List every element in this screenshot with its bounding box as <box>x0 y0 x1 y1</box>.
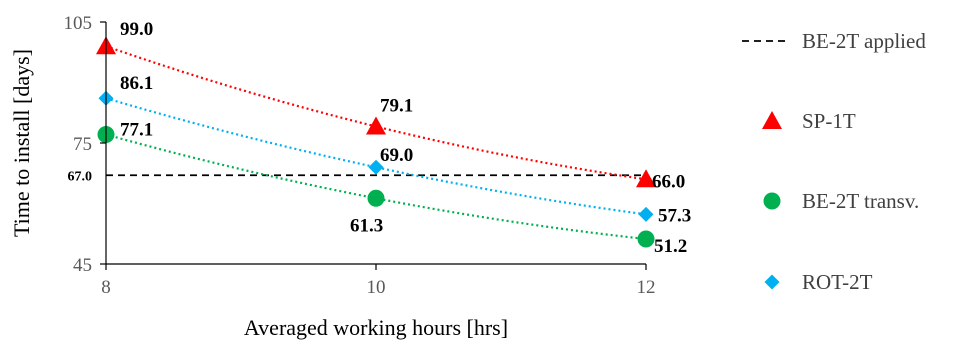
legend-swatch-circle <box>763 192 781 210</box>
x-tick-label: 12 <box>637 277 656 298</box>
data-label: 61.3 <box>350 215 383 236</box>
legend-label: BE-2T applied <box>802 29 926 53</box>
data-label: 79.1 <box>380 95 413 116</box>
data-label: 51.2 <box>654 236 687 257</box>
x-axis-title: Averaged working hours [hrs] <box>244 315 508 340</box>
data-point-triangle <box>636 169 656 188</box>
legend-label: SP-1T <box>802 109 856 133</box>
data-label: 99.0 <box>120 19 153 40</box>
y-axis-title: Time to install [days] <box>9 49 34 237</box>
y-tick-label: 75 <box>73 134 92 155</box>
data-point-circle <box>367 189 385 207</box>
legend: BE-2T applied SP-1T BE-2T transv. ROT-2T <box>742 29 926 294</box>
data-point-diamond <box>368 159 384 175</box>
y-tick-label: 45 <box>73 255 92 276</box>
legend-swatch-triangle <box>762 111 782 129</box>
trendline-triangle <box>105 45 647 181</box>
data-point-triangle <box>366 116 386 135</box>
data-label: 57.3 <box>658 205 691 226</box>
data-point-diamond <box>638 206 654 222</box>
legend-swatch-diamond <box>764 274 780 290</box>
legend-label: ROT-2T <box>802 270 873 294</box>
data-label: 69.0 <box>380 145 413 166</box>
axes: Averaged working hours [hrs] Time to ins… <box>9 13 656 340</box>
x-tick-label: 10 <box>367 277 386 298</box>
data-point-circle <box>637 230 655 248</box>
x-tick-label: 8 <box>101 277 111 298</box>
data-label: 66.0 <box>652 171 685 192</box>
data-label: 86.1 <box>120 73 153 94</box>
y-tick-label: 105 <box>64 13 93 34</box>
plot-area: 99.0 79.1 66.0 77.1 61.3 51.2 86.1 69.0 57.3 <box>96 19 691 257</box>
trendline-circle <box>105 133 647 241</box>
reference-line-label: 67.0 <box>68 169 93 184</box>
data-label: 77.1 <box>120 120 153 141</box>
legend-label: BE-2T transv. <box>802 189 919 213</box>
